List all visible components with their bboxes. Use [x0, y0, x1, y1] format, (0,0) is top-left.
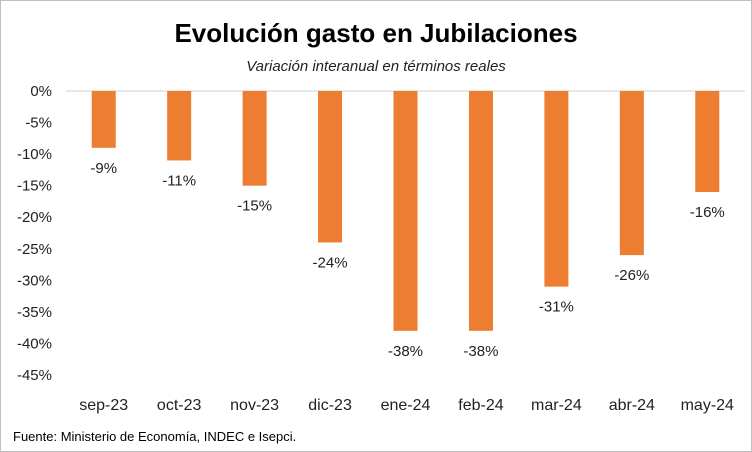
data-label-sep-23: -9%: [90, 160, 117, 177]
data-label-mar-24: -31%: [539, 299, 574, 316]
y-tick-label: -35%: [17, 304, 52, 321]
bar-dic-23: [318, 91, 343, 243]
y-tick-label: -45%: [17, 367, 52, 384]
chart-title: Evolución gasto en Jubilaciones: [174, 18, 578, 48]
x-category-label: nov-23: [230, 397, 279, 414]
y-tick-label: -5%: [25, 115, 52, 132]
x-category-label: dic-23: [308, 397, 352, 414]
bar-mar-24: [544, 91, 569, 287]
y-tick-label: -15%: [17, 178, 52, 195]
x-category-label: oct-23: [157, 397, 202, 414]
x-category-label: may-24: [681, 397, 734, 414]
y-tick-label: -20%: [17, 209, 52, 226]
y-tick-label: -40%: [17, 335, 52, 352]
bars: [91, 91, 720, 331]
source-note: Fuente: Ministerio de Economía, INDEC e …: [13, 429, 297, 444]
data-labels: -9% -11% -15% -24% -38% -38% -31% -26% -16%: [90, 160, 724, 360]
bar-sep-23: [91, 91, 116, 148]
data-label-abr-24: -26%: [614, 267, 649, 284]
bar-may-24: [695, 91, 720, 192]
data-label-ene-24: -38%: [388, 343, 423, 360]
data-label-may-24: -16%: [690, 204, 725, 221]
x-category-label: feb-24: [458, 397, 503, 414]
y-axis-ticks: 0% -5% -10% -15% -20% -25% -30% -35% -40% -45%: [17, 83, 52, 384]
x-category-label: ene-24: [381, 397, 431, 414]
x-category-label: sep-23: [79, 397, 128, 414]
bar-abr-24: [619, 91, 644, 256]
x-category-label: abr-24: [609, 397, 655, 414]
x-axis-categories: sep-23 oct-23 nov-23 dic-23 ene-24 feb-24 mar-…: [79, 397, 734, 414]
chart-subtitle: Variación interanual en términos reales: [246, 58, 506, 75]
y-tick-label: 0%: [30, 83, 52, 100]
x-category-label: mar-24: [531, 397, 582, 414]
data-label-nov-23: -15%: [237, 198, 272, 215]
bar-ene-24: [393, 91, 418, 331]
data-label-feb-24: -38%: [463, 343, 498, 360]
data-label-oct-23: -11%: [162, 172, 196, 189]
y-tick-label: -30%: [17, 272, 52, 289]
bar-feb-24: [468, 91, 493, 331]
y-tick-label: -10%: [17, 146, 52, 163]
bar-oct-23: [167, 91, 192, 161]
y-tick-label: -25%: [17, 241, 52, 258]
bar-nov-23: [242, 91, 267, 186]
data-label-dic-23: -24%: [313, 254, 348, 271]
